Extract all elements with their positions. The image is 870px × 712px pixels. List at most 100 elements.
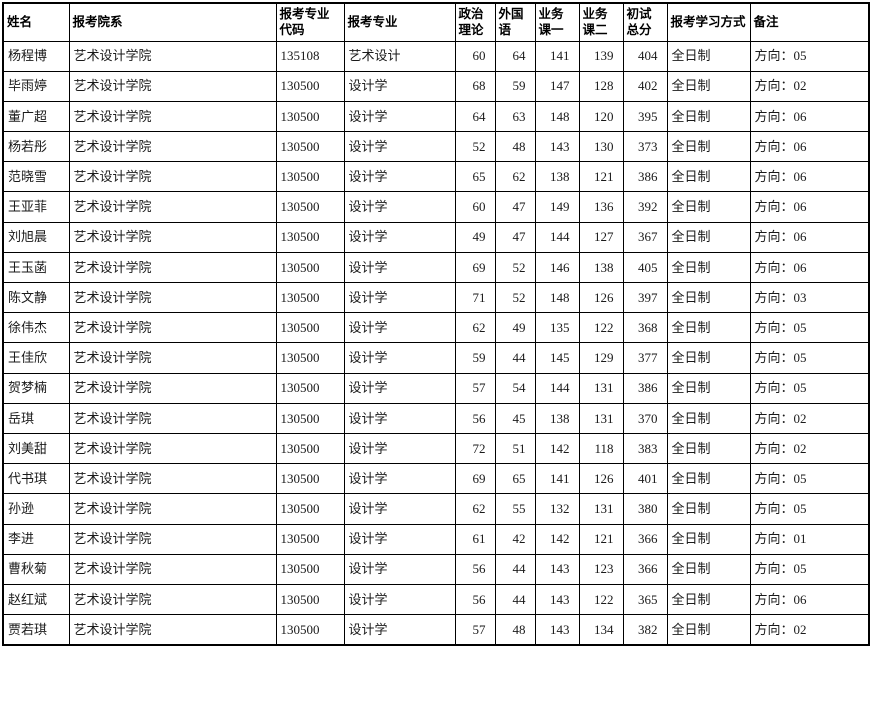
table-row: 徐伟杰 艺术设计学院 130500 设计学 62 49 135 122 368 全日制 方向：05 [2, 312, 870, 344]
cell-dept: 艺术设计学院 [68, 583, 277, 616]
cell-politics: 60 [454, 40, 496, 72]
cell-subject1: 141 [534, 40, 580, 72]
table-row: 董广超 艺术设计学院 130500 设计学 64 63 148 120 395 全日制 方向：06 [2, 100, 870, 133]
cell-total: 380 [622, 493, 668, 525]
cell-major: 设计学 [343, 342, 456, 374]
cell-subject2: 128 [578, 70, 624, 102]
cell-major: 设计学 [343, 131, 456, 163]
cell-subject2: 127 [578, 221, 624, 253]
cell-name: 王玉菡 [2, 251, 70, 284]
table-row: 贾若琪 艺术设计学院 130500 设计学 57 48 143 134 382 全日制 方向：02 [2, 614, 870, 646]
cell-study_mode: 全日制 [666, 463, 751, 495]
cell-major: 设计学 [343, 312, 456, 344]
cell-major_code: 130500 [275, 312, 345, 344]
cell-dept: 艺术设计学院 [68, 614, 277, 646]
cell-subject2: 121 [578, 161, 624, 193]
cell-study_mode: 全日制 [666, 432, 751, 465]
cell-subject1: 143 [534, 614, 580, 646]
cell-study_mode: 全日制 [666, 523, 751, 555]
col-header-study-mode: 报考学习方式 [666, 2, 751, 42]
cell-dept: 艺术设计学院 [68, 523, 277, 555]
cell-foreign: 44 [494, 583, 536, 616]
cell-subject1: 146 [534, 251, 580, 284]
cell-foreign: 65 [494, 463, 536, 495]
cell-foreign: 45 [494, 402, 536, 434]
cell-foreign: 51 [494, 432, 536, 465]
cell-total: 365 [622, 583, 668, 616]
cell-subject1: 144 [534, 372, 580, 404]
cell-politics: 59 [454, 342, 496, 374]
table-row: 王玉菡 艺术设计学院 130500 设计学 69 52 146 138 405 全日制 方向：06 [2, 251, 870, 284]
col-header-major-code: 报考专业代码 [275, 2, 345, 42]
cell-subject1: 143 [534, 131, 580, 163]
cell-politics: 60 [454, 191, 496, 223]
table-row: 李进 艺术设计学院 130500 设计学 61 42 142 121 366 全日制 方向：01 [2, 523, 870, 555]
cell-study_mode: 全日制 [666, 221, 751, 253]
col-header-remark: 备注 [749, 2, 870, 42]
cell-total: 370 [622, 402, 668, 434]
cell-total: 386 [622, 161, 668, 193]
cell-foreign: 55 [494, 493, 536, 525]
cell-major_code: 130500 [275, 221, 345, 253]
cell-politics: 49 [454, 221, 496, 253]
cell-name: 赵红斌 [2, 583, 70, 616]
cell-remark: 方向：06 [749, 221, 870, 253]
cell-foreign: 54 [494, 372, 536, 404]
table-row: 曹秋菊 艺术设计学院 130500 设计学 56 44 143 123 366 全日制 方向：05 [2, 553, 870, 585]
col-header-foreign: 外国语 [494, 2, 536, 42]
cell-politics: 62 [454, 493, 496, 525]
cell-study_mode: 全日制 [666, 161, 751, 193]
cell-dept: 艺术设计学院 [68, 131, 277, 163]
cell-foreign: 59 [494, 70, 536, 102]
cell-major: 设计学 [343, 251, 456, 284]
cell-subject2: 122 [578, 312, 624, 344]
cell-major_code: 130500 [275, 342, 345, 374]
cell-dept: 艺术设计学院 [68, 493, 277, 525]
cell-study_mode: 全日制 [666, 191, 751, 223]
cell-name: 陈文静 [2, 281, 70, 314]
cell-remark: 方向：05 [749, 342, 870, 374]
cell-foreign: 47 [494, 191, 536, 223]
cell-total: 386 [622, 372, 668, 404]
table-row: 贺梦楠 艺术设计学院 130500 设计学 57 54 144 131 386 全日制 方向：05 [2, 372, 870, 404]
cell-subject2: 139 [578, 40, 624, 72]
cell-total: 373 [622, 131, 668, 163]
cell-total: 366 [622, 523, 668, 555]
cell-total: 367 [622, 221, 668, 253]
cell-name: 曹秋菊 [2, 553, 70, 585]
cell-major_code: 130500 [275, 251, 345, 284]
cell-foreign: 63 [494, 100, 536, 133]
cell-subject2: 130 [578, 131, 624, 163]
cell-study_mode: 全日制 [666, 614, 751, 646]
cell-subject1: 138 [534, 402, 580, 434]
cell-name: 杨若彤 [2, 131, 70, 163]
table-row: 王佳欣 艺术设计学院 130500 设计学 59 44 145 129 377 全日制 方向：05 [2, 342, 870, 374]
cell-subject1: 148 [534, 281, 580, 314]
cell-foreign: 48 [494, 131, 536, 163]
cell-foreign: 47 [494, 221, 536, 253]
cell-foreign: 42 [494, 523, 536, 555]
cell-major_code: 130500 [275, 493, 345, 525]
cell-major: 设计学 [343, 583, 456, 616]
cell-total: 397 [622, 281, 668, 314]
col-header-subject2: 业务课二 [578, 2, 624, 42]
cell-total: 401 [622, 463, 668, 495]
table-row: 陈文静 艺术设计学院 130500 设计学 71 52 148 126 397 全日制 方向：03 [2, 281, 870, 314]
cell-major_code: 130500 [275, 402, 345, 434]
cell-total: 382 [622, 614, 668, 646]
cell-major_code: 130500 [275, 281, 345, 314]
cell-remark: 方向：05 [749, 493, 870, 525]
cell-major_code: 130500 [275, 523, 345, 555]
cell-dept: 艺术设计学院 [68, 40, 277, 72]
cell-dept: 艺术设计学院 [68, 312, 277, 344]
cell-major_code: 130500 [275, 100, 345, 133]
cell-study_mode: 全日制 [666, 100, 751, 133]
cell-subject1: 142 [534, 432, 580, 465]
cell-study_mode: 全日制 [666, 583, 751, 616]
table-header: 姓名 报考院系 报考专业代码 报考专业 政治理论 外国语 业务课一 业务课二 初… [2, 2, 870, 42]
cell-politics: 72 [454, 432, 496, 465]
cell-subject2: 118 [578, 432, 624, 465]
cell-major: 设计学 [343, 281, 456, 314]
table-row: 刘旭晨 艺术设计学院 130500 设计学 49 47 144 127 367 全日制 方向：06 [2, 221, 870, 253]
cell-total: 377 [622, 342, 668, 374]
